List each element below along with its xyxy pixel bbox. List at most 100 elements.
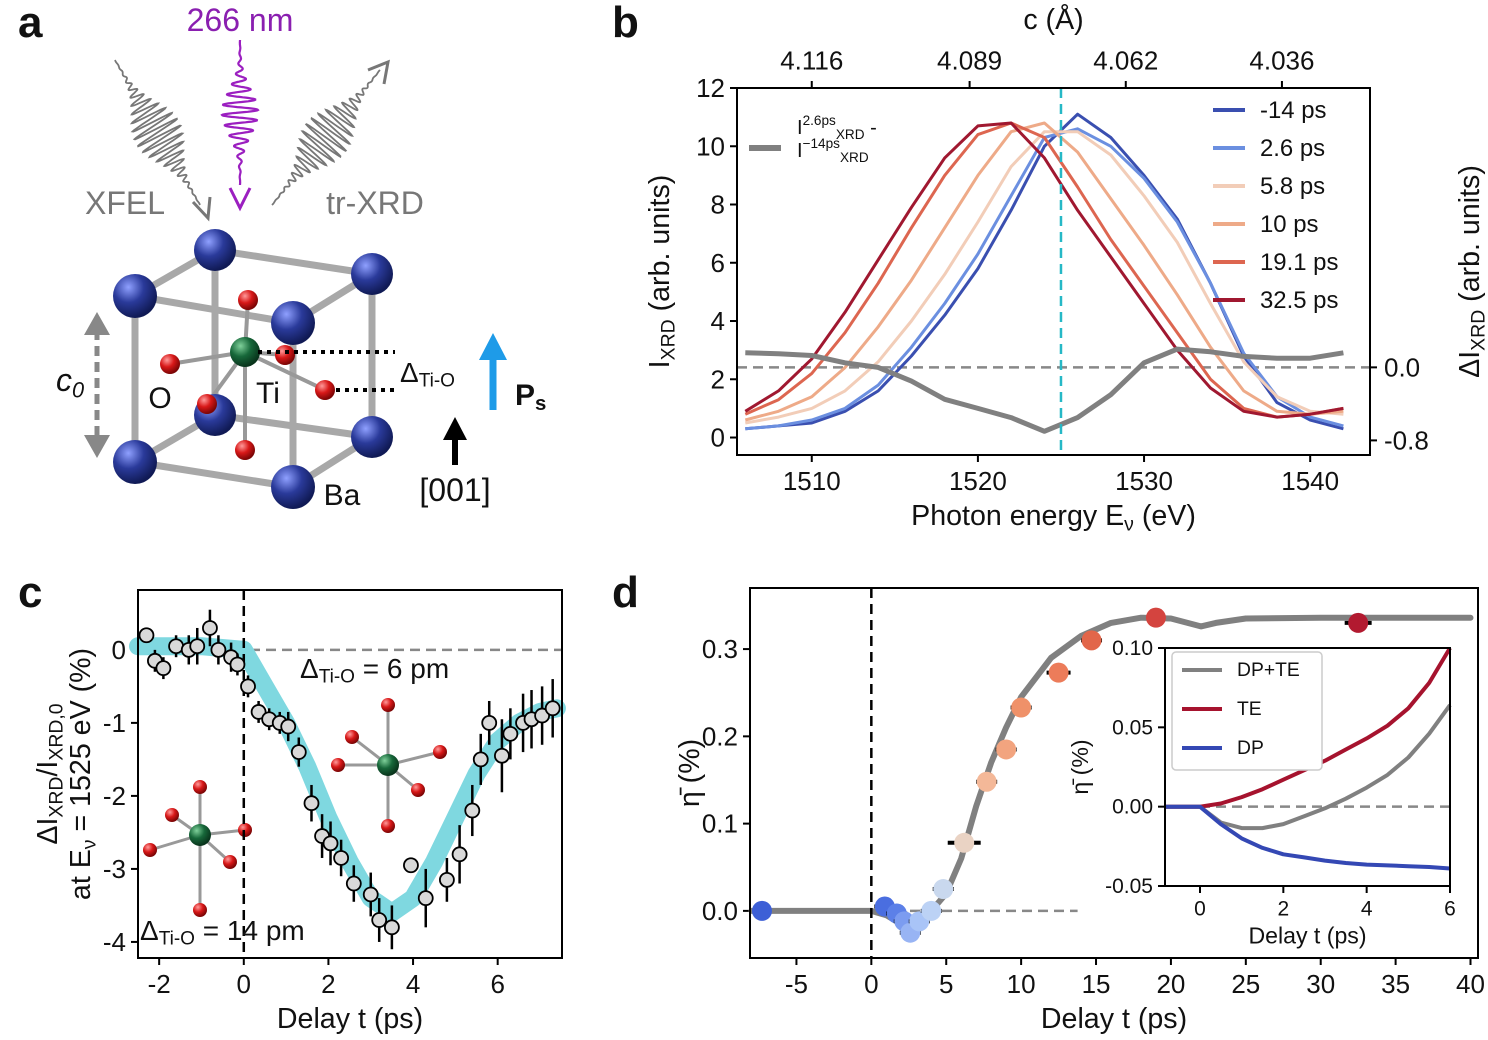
y-tick-label: 4: [711, 306, 725, 336]
point: [494, 747, 510, 764]
x2-tick-label: 4.116: [780, 46, 843, 76]
point: [451, 846, 468, 863]
wave-arrowhead: [191, 196, 212, 222]
point: [472, 751, 489, 768]
lattice-label: c0: [56, 362, 84, 402]
legend-label: 2.6 ps: [1260, 135, 1325, 162]
y-tick-label: 0.1: [702, 809, 738, 839]
point: [250, 704, 267, 720]
legend-label: TE: [1237, 699, 1262, 720]
x-tick-label: 1520: [949, 466, 1007, 496]
point: [322, 835, 339, 852]
wave-arrowhead: [228, 187, 252, 212]
x2-tick-label: 4.062: [1093, 46, 1158, 76]
annotation: ΔTi-O = 14 pm: [140, 915, 305, 949]
point: [1048, 662, 1069, 683]
wave: [220, 40, 260, 185]
point: [371, 912, 388, 928]
axes-frame: [749, 587, 1479, 959]
wave: [271, 69, 381, 206]
y-tick-label: 8: [711, 190, 725, 220]
x-tick-label: 15: [1082, 969, 1111, 999]
y-tick-label: -4: [103, 927, 126, 957]
y2-tick-label: -0.8: [1384, 425, 1429, 455]
x-tick-label: 4: [1361, 897, 1373, 920]
point: [362, 886, 379, 903]
point: [751, 900, 772, 921]
line: [744, 121, 1344, 419]
line: [1165, 804, 1451, 871]
annotation: ΔTi-O = 6 pm: [300, 653, 449, 687]
x-tick-label: 20: [1156, 969, 1185, 999]
panel: -2 0 2 4 6 0 -1 -2 -3 -4 ΔTi-O = 6 pm ΔTi-O = 14 pm…: [18, 568, 566, 1035]
point: [229, 656, 246, 673]
x-tick-label: 40: [1456, 969, 1485, 999]
point: [464, 802, 481, 819]
y2-tick-label: 0.0: [1384, 352, 1420, 382]
panel-label: a: [18, 0, 43, 47]
polarization-arrow: [479, 333, 507, 410]
atoms: [113, 229, 393, 509]
point: [534, 707, 551, 724]
octahedron-icon: [143, 780, 252, 917]
point: [403, 857, 419, 874]
line: [745, 127, 1344, 431]
y-tick-label: 0.3: [702, 634, 738, 664]
point: [1011, 697, 1032, 718]
point: [921, 900, 942, 921]
panel: 1510 1520 1530 1540 4.116 4.089 4.062 4.036 0 2 4 6…: [612, 0, 1488, 536]
legend-label: 19.1 ps: [1260, 249, 1338, 276]
panel-label: d: [612, 568, 639, 617]
point: [303, 795, 320, 812]
c0-arrow: [84, 312, 110, 458]
x-tick-label: 1530: [1115, 466, 1173, 496]
y-tick-label: 0.00: [1112, 795, 1153, 818]
point: [383, 919, 400, 936]
y-tick-label: -2: [103, 781, 126, 811]
line: [745, 112, 1344, 431]
axes-frame: [1164, 647, 1451, 887]
x-tick-label: 2: [1277, 897, 1289, 920]
y-axis-label: IXRD (arb. units): [644, 175, 680, 369]
line: [745, 130, 1344, 425]
panel-label: c: [18, 568, 42, 617]
legend-label: 5.8 ps: [1260, 173, 1325, 200]
point: [976, 771, 997, 792]
legend-label: 32.5 ps: [1260, 287, 1338, 314]
wave: [114, 59, 201, 206]
y-tick-label: 0.2: [702, 721, 738, 751]
x-axis-label: Delay t (ps): [1041, 1003, 1187, 1035]
polarization-label: Ps: [515, 379, 546, 416]
point: [202, 620, 218, 636]
point: [189, 638, 206, 655]
pump-label: 266 nm: [187, 2, 294, 38]
x-tick-label: 25: [1231, 969, 1260, 999]
legend-label: 10 ps: [1260, 211, 1319, 238]
point: [544, 700, 561, 717]
point: [417, 890, 434, 907]
probe-label: tr-XRD: [326, 185, 424, 221]
x-tick-label: 0: [237, 969, 251, 999]
point: [1348, 612, 1369, 633]
y-tick-label: 0.10: [1112, 637, 1153, 660]
y-tick-label: -0.05: [1105, 875, 1153, 898]
panel: 0 2 4 6 0.10 0.05 0.00 -0.05 DP+TE TE DP Delay t (p…: [1067, 637, 1456, 949]
legend-label: -14 ps: [1260, 97, 1326, 124]
y-tick-label: 0.0: [702, 896, 738, 926]
y-tick-label: 0.05: [1112, 716, 1153, 739]
y-tick-label: 2: [711, 364, 725, 394]
x-tick-label: 1510: [783, 466, 841, 496]
atom-label: Ti: [256, 377, 280, 410]
y-tick-label: 0: [711, 423, 725, 453]
legend-label: DP: [1237, 738, 1264, 759]
x-tick-label: -2: [148, 969, 171, 999]
line: [744, 121, 1344, 419]
point: [1145, 607, 1166, 628]
y2-axis-label: ΔIXRD (arb. units): [1454, 165, 1488, 378]
x-tick-label: 10: [1007, 969, 1036, 999]
direction-arrow: [443, 417, 467, 465]
x-tick-label: -5: [785, 969, 808, 999]
displacement-label: ΔTi-O: [400, 357, 455, 391]
point: [996, 739, 1017, 760]
x-tick-label: 4: [406, 969, 420, 999]
